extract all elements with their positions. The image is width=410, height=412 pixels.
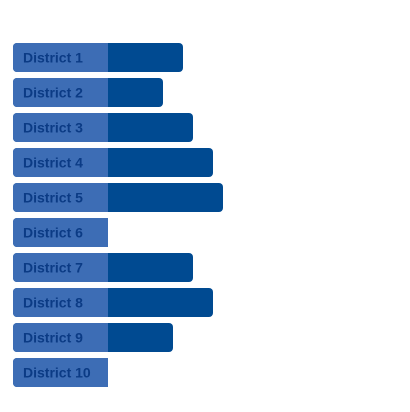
category-label: District 6 (23, 225, 83, 241)
bar-label-tab (13, 253, 108, 282)
bar-label-tab (13, 288, 108, 317)
category-label: District 5 (23, 190, 83, 206)
bar-row-2: District 2 (13, 78, 163, 107)
category-label: District 7 (23, 260, 83, 276)
bar-row-9: District 9 (13, 323, 173, 352)
bar-label-tab (13, 218, 108, 247)
bar-label-tab (13, 183, 108, 212)
category-label: District 8 (23, 295, 83, 311)
category-label: District 9 (23, 330, 83, 346)
bar-label-tab (13, 358, 108, 387)
bar-label-tab (13, 148, 108, 177)
bar-row-4: District 4 (13, 148, 213, 177)
bar-row-3: District 3 (13, 113, 193, 142)
category-label: District 4 (23, 155, 83, 171)
bar-row-6: District 6 (13, 218, 108, 247)
category-label: District 2 (23, 85, 83, 101)
category-label: District 3 (23, 120, 83, 136)
bar-row-10: District 10 (13, 358, 108, 387)
bar-label-tab (13, 113, 108, 142)
category-label: District 1 (23, 50, 83, 66)
bar-row-7: District 7 (13, 253, 193, 282)
bar-row-8: District 8 (13, 288, 213, 317)
bar-label-tab (13, 43, 108, 72)
bar-row-5: District 5 (13, 183, 223, 212)
bar-row-1: District 1 (13, 43, 183, 72)
bar-label-tab (13, 323, 108, 352)
bar-label-tab (13, 78, 108, 107)
category-label: District 10 (23, 365, 91, 381)
